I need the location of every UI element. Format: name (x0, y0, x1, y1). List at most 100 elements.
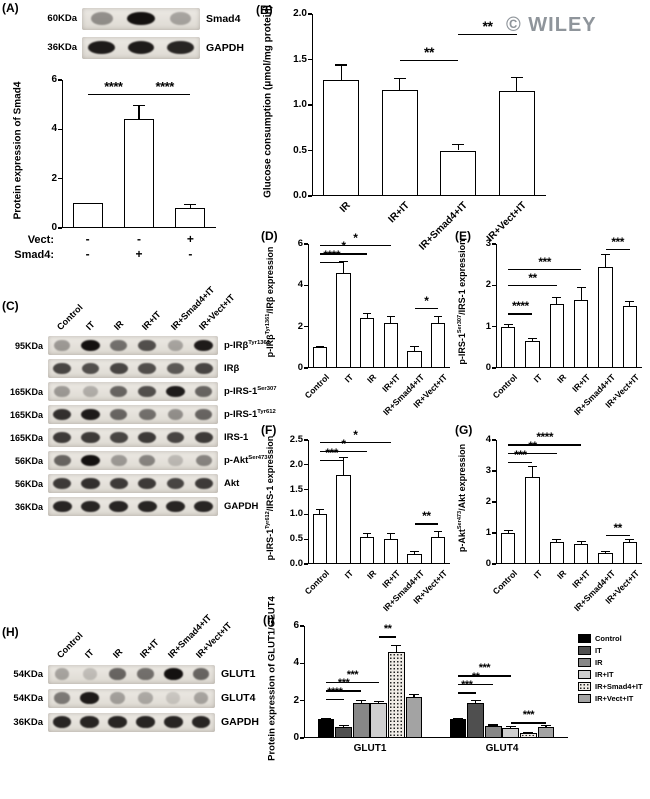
protein-band (195, 408, 213, 421)
legend-swatch (578, 670, 591, 679)
error-bar (580, 541, 582, 544)
panel-c-label: (C) (2, 299, 19, 313)
error-bar-cap (470, 700, 481, 702)
y-tick-mark (58, 227, 62, 229)
bar (449, 719, 467, 738)
error-bar (366, 533, 368, 537)
error-bar-cap (373, 701, 384, 703)
y-tick-label: 2 (293, 694, 299, 706)
bar (500, 533, 516, 564)
bar (336, 272, 351, 368)
significance-line (510, 722, 546, 724)
y-tick-mark (492, 367, 496, 369)
label-part: Protein expression of Smad4 (12, 81, 24, 220)
y-tick-mark (304, 513, 308, 515)
bar (440, 150, 477, 196)
bar (502, 727, 520, 738)
bar (525, 341, 540, 368)
axes (496, 440, 642, 564)
protein-band (110, 339, 128, 352)
bar (431, 322, 446, 368)
molecular-weight-label: 56KDa (14, 478, 43, 489)
significance-stars: ** (528, 439, 537, 454)
protein-label: GAPDH (200, 42, 244, 54)
protein-band (109, 431, 128, 444)
protein-band (166, 692, 181, 704)
y-tick-label: 0.5 (293, 144, 307, 156)
legend-item: IR+Vect+IT (578, 694, 643, 703)
bar (500, 326, 516, 368)
significance-line (139, 93, 191, 95)
protein-band (80, 716, 100, 728)
error-bar (340, 64, 342, 81)
y-tick-mark (492, 243, 496, 245)
protein-band (136, 716, 155, 728)
blot-strip (48, 688, 215, 708)
bar (312, 347, 327, 368)
significance-stars: **** (104, 78, 123, 94)
protein-label: p-IRS-1Ser307 (218, 386, 277, 397)
protein-label: p-AktSer473 (218, 455, 268, 466)
significance-stars: **** (155, 78, 175, 94)
significance-line (319, 261, 344, 263)
y-tick-label: 2.0 (293, 8, 307, 19)
bar (431, 536, 446, 564)
protein-label: GAPDH (218, 501, 258, 512)
bar (72, 203, 103, 228)
error-bar-cap (523, 731, 534, 733)
group-label: GLUT1 (353, 743, 387, 754)
error-bar (378, 701, 380, 704)
significance-stars: * (341, 436, 346, 451)
blot-strip (48, 382, 218, 401)
error-bar-cap (335, 64, 348, 66)
significance-line (508, 313, 533, 315)
y-tick-label: 0.5 (289, 533, 303, 545)
legend-item: IT (578, 646, 643, 655)
condition-value: - (188, 247, 193, 261)
significance-stars: *** (522, 709, 535, 722)
protein-band (192, 668, 210, 680)
significance-stars: ** (613, 520, 622, 535)
bar (573, 299, 589, 368)
bar (525, 477, 540, 564)
protein-band (194, 362, 213, 375)
protein-band (53, 692, 70, 704)
significance-line (319, 441, 391, 444)
error-bar (390, 316, 392, 323)
error-bar-cap (386, 532, 396, 534)
protein-band (80, 408, 101, 421)
bar (598, 553, 613, 564)
significance-stars: * (424, 294, 429, 309)
protein-band (165, 385, 186, 398)
protein-band (137, 668, 154, 680)
y-tick-mark (304, 439, 308, 441)
blot-row: IRβ (2, 357, 302, 380)
legend-series-label: Control (595, 634, 622, 643)
protein-band (138, 477, 157, 490)
significance-line (414, 308, 439, 310)
error-bar (507, 530, 509, 533)
protein-band (167, 339, 184, 352)
protein-band (111, 454, 127, 467)
label-part: GLUT4 (221, 692, 256, 704)
protein-band (195, 454, 212, 467)
y-tick-mark (300, 737, 304, 739)
error-bar-cap (408, 693, 420, 695)
error-bar-cap (356, 700, 367, 702)
bar (407, 554, 422, 564)
error-bar-cap (362, 532, 372, 534)
y-tick-label: 4 (51, 123, 57, 135)
significance-line (508, 444, 582, 446)
bar (383, 322, 398, 368)
axes (312, 14, 546, 196)
bar (370, 703, 388, 738)
y-tick-mark (304, 538, 308, 540)
protein-band (82, 668, 97, 680)
panel-f-bar-chart: p-IRS-1Tyr612/IRS-1 expression 0.0 0.5 1.0 1… (258, 420, 458, 626)
error-bar-cap (576, 286, 586, 288)
bar (381, 89, 418, 196)
lane-header: IT (82, 647, 96, 660)
bar (323, 80, 360, 196)
significance-line (319, 245, 391, 247)
error-bar-cap (410, 551, 419, 553)
